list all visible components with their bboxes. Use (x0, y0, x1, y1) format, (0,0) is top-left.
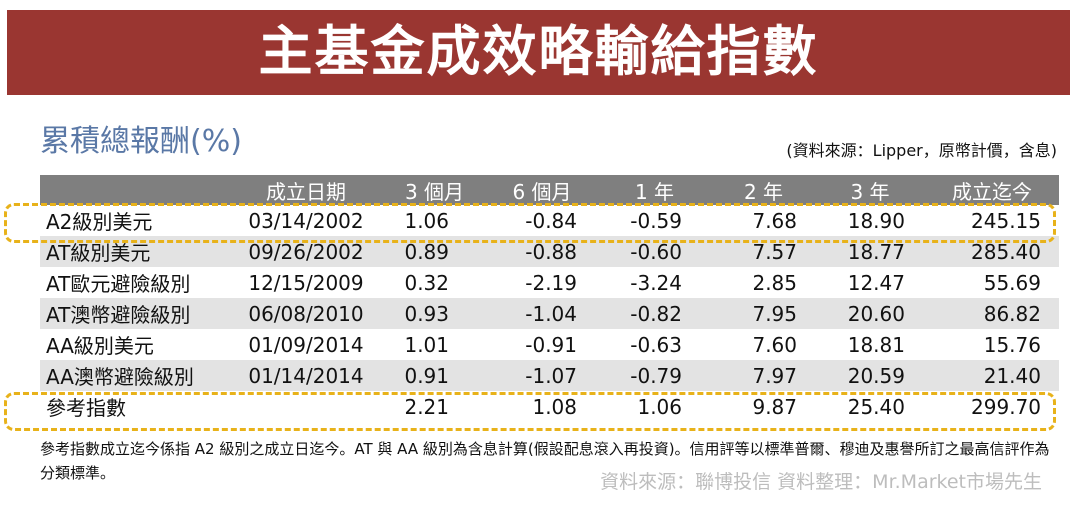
value-cell: 0.91 (404, 363, 449, 388)
value-cell: -0.88 (525, 239, 577, 264)
inception-date-cell: 06/08/2010 (248, 301, 364, 326)
value-cell: 2.85 (752, 270, 797, 295)
value-cell: 7.60 (752, 332, 797, 357)
table-row: AT澳幣避險級別 06/08/2010 0.93 -1.04 -0.82 7.9… (40, 298, 1059, 329)
value-cell: 7.97 (752, 363, 797, 388)
table-row-benchmark: 參考指數 2.21 1.08 1.06 9.87 25.40 299.70 (40, 391, 1059, 422)
share-class-cell: AT歐元避險級別 (46, 272, 191, 296)
value-cell: 12.47 (847, 270, 905, 295)
value-cell: 0.32 (404, 270, 449, 295)
value-cell: -0.63 (630, 332, 682, 357)
value-cell: 0.93 (404, 301, 449, 326)
value-cell: 55.69 (983, 270, 1041, 295)
value-cell: -3.24 (630, 270, 682, 295)
value-cell: 7.68 (752, 208, 797, 233)
value-cell: 1.06 (637, 394, 682, 419)
header-cell: 成立迄今 (952, 179, 1032, 204)
value-cell: 285.40 (971, 239, 1041, 264)
value-cell: -0.84 (525, 208, 577, 233)
highlight-benchmark-row (4, 392, 1056, 431)
header-cell: 3 個月 (404, 179, 465, 204)
value-cell: 7.95 (752, 301, 797, 326)
value-cell: -0.59 (630, 208, 682, 233)
title-banner: 主基金成效略輸給指數 (7, 10, 1070, 95)
value-cell: 18.77 (847, 239, 905, 264)
value-cell: 1.06 (404, 208, 449, 233)
value-cell: 25.40 (847, 394, 905, 419)
header-cell: 6 個月 (512, 179, 572, 204)
returns-table: 成立日期 3 個月 6 個月 1 年 2 年 3 年 成立迄今 A2級別美元 0… (40, 175, 1059, 422)
value-cell: 21.40 (983, 363, 1041, 388)
footnote: 參考指數成立迄今係指 A2 級別之成立日迄今。AT 與 AA 級別為含息計算(假… (40, 440, 1050, 482)
value-cell: 86.82 (983, 301, 1041, 326)
value-cell: 245.15 (971, 208, 1041, 233)
value-cell: 299.70 (971, 394, 1041, 419)
value-cell: -0.79 (630, 363, 682, 388)
share-class-cell: AT級別美元 (46, 241, 151, 265)
header-cell: 2 年 (743, 179, 784, 204)
table-row: AA級別美元 01/09/2014 1.01 -0.91 -0.63 7.60 … (40, 329, 1059, 360)
value-cell: -0.60 (630, 239, 682, 264)
inception-date-cell: 01/14/2014 (248, 363, 364, 388)
value-cell: 20.60 (847, 301, 905, 326)
value-cell: -0.91 (525, 332, 577, 357)
value-cell: 18.90 (847, 208, 905, 233)
value-cell: -1.07 (525, 363, 577, 388)
value-cell: -0.82 (630, 301, 682, 326)
share-class-cell: AA級別美元 (46, 334, 154, 358)
inception-date-cell: 09/26/2002 (248, 239, 364, 264)
share-class-cell: A2級別美元 (46, 210, 153, 234)
data-source-note: (資料來源：Lipper，原幣計價，含息) (786, 141, 1057, 160)
value-cell: 20.59 (847, 363, 905, 388)
table-header-row: 成立日期 3 個月 6 個月 1 年 2 年 3 年 成立迄今 (40, 175, 1059, 205)
value-cell: 15.76 (983, 332, 1041, 357)
value-cell: 1.01 (404, 332, 449, 357)
share-class-cell: AA澳幣避險級別 (46, 365, 194, 389)
value-cell: 2.21 (404, 394, 449, 419)
value-cell: 0.89 (404, 239, 449, 264)
table-row: AT歐元避險級別 12/15/2009 0.32 -2.19 -3.24 2.8… (40, 267, 1059, 298)
section-subtitle: 累積總報酬(%) (40, 124, 242, 159)
inception-date-cell: 01/09/2014 (248, 332, 364, 357)
header-cell: 1 年 (634, 179, 675, 204)
header-cell: 成立日期 (266, 179, 346, 204)
share-class-cell: 參考指數 (46, 396, 126, 420)
value-cell: 7.57 (752, 239, 797, 264)
value-cell: 1.08 (532, 394, 577, 419)
value-cell: 18.81 (847, 332, 905, 357)
table-row: A2級別美元 03/14/2002 1.06 -0.84 -0.59 7.68 … (40, 205, 1059, 236)
value-cell: -2.19 (525, 270, 577, 295)
credit-text: 資料來源：聯博投信 資料整理：Mr.Market市場先生 (594, 470, 1042, 494)
inception-date-cell: 12/15/2009 (248, 270, 364, 295)
table-row: AA澳幣避險級別 01/14/2014 0.91 -1.07 -0.79 7.9… (40, 360, 1059, 391)
page-title: 主基金成效略輸給指數 (258, 20, 819, 83)
share-class-cell: AT澳幣避險級別 (46, 303, 191, 327)
inception-date-cell: 03/14/2002 (248, 208, 364, 233)
header-cell: 3 年 (850, 179, 890, 204)
highlight-a2-row (4, 203, 1056, 243)
value-cell: 9.87 (752, 394, 797, 419)
value-cell: -1.04 (525, 301, 577, 326)
